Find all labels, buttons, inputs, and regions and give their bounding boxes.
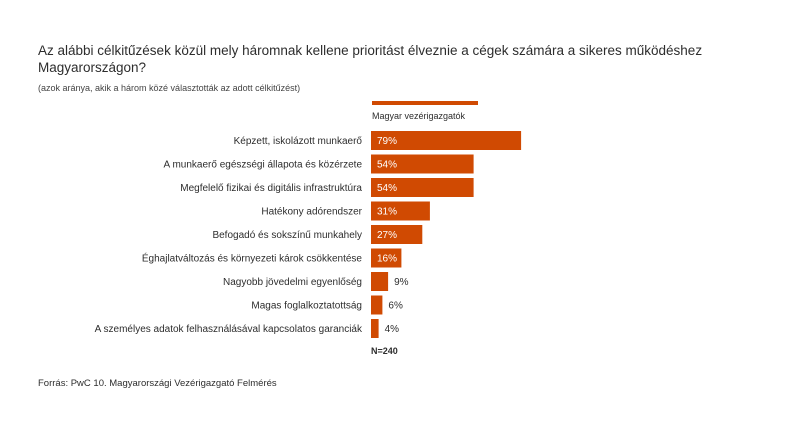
- value-label: 6%: [388, 301, 403, 312]
- category-label: Hatékony adórendszer: [261, 207, 362, 218]
- category-label: Magas foglalkoztatottság: [251, 301, 362, 312]
- category-label: Megfelelő fizikai és digitális infrastru…: [180, 183, 362, 194]
- bar: [371, 295, 383, 315]
- source-note: Forrás: PwC 10. Magyarországi Vezérigazg…: [38, 378, 277, 389]
- bar: [371, 154, 474, 174]
- bar: [371, 272, 389, 291]
- category-label: Befogadó és sokszínű munkahely: [212, 230, 362, 241]
- value-label: 16%: [377, 254, 397, 265]
- bar: [371, 131, 522, 150]
- bar: [371, 319, 379, 338]
- category-label: Nagyobb jövedelmi egyenlőség: [223, 277, 362, 288]
- chart-title: Az alábbi célkitűzések közül mely háromn…: [38, 43, 703, 75]
- category-label: Éghajlatváltozás és környezeti károk csö…: [142, 252, 363, 265]
- value-label: 79%: [377, 136, 397, 147]
- legend-label: Magyar vezérigazgatók: [372, 111, 466, 121]
- bar: [371, 225, 423, 244]
- category-label: A személyes adatok felhasználásával kapc…: [95, 324, 363, 335]
- category-label: A munkaerő egészségi állapota és közérze…: [164, 160, 363, 171]
- bars-group: Képzett, iskolázott munkaerő 79% A munkaer…: [95, 131, 522, 338]
- category-label: Képzett, iskolázott munkaerő: [234, 136, 363, 147]
- sample-note: N=240: [371, 346, 398, 356]
- value-label: 54%: [377, 183, 397, 194]
- bar: [371, 178, 474, 197]
- value-label: 31%: [377, 207, 397, 218]
- value-label: 4%: [385, 324, 400, 335]
- legend-swatch: [372, 101, 478, 105]
- bar: [371, 248, 402, 268]
- value-label: 54%: [377, 160, 397, 171]
- value-label: 9%: [394, 277, 409, 288]
- value-label: 27%: [377, 230, 397, 241]
- chart-subtitle: (azok aránya, akik a három közé választo…: [38, 83, 301, 93]
- bar: [371, 201, 430, 221]
